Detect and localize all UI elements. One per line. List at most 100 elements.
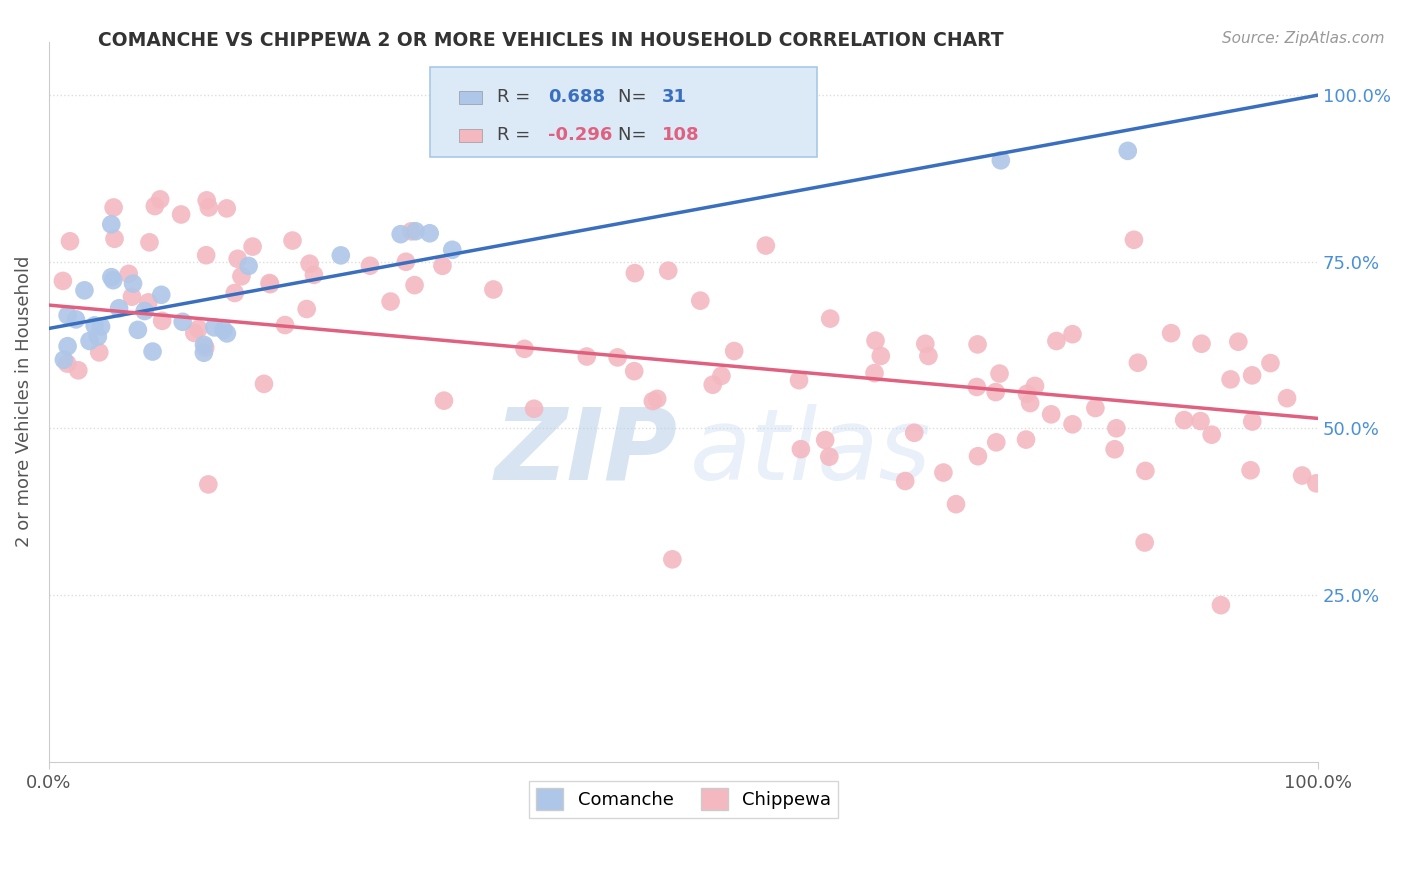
- Point: [52, 274, 75, 288]
- Text: 31: 31: [662, 88, 688, 106]
- Point: [986, 435, 1008, 450]
- Bar: [458, 128, 482, 142]
- Point: [1019, 396, 1042, 410]
- Point: [755, 238, 778, 252]
- Point: [1160, 326, 1182, 340]
- Point: [149, 192, 172, 206]
- Point: [226, 252, 249, 266]
- Point: [395, 254, 418, 268]
- Point: [1305, 476, 1327, 491]
- Point: [150, 287, 173, 301]
- Text: R =: R =: [496, 88, 536, 106]
- Point: [966, 380, 988, 394]
- Y-axis label: 2 or more Vehicles in Household: 2 or more Vehicles in Household: [15, 256, 32, 548]
- Point: [967, 449, 990, 463]
- Point: [224, 285, 246, 300]
- Point: [863, 366, 886, 380]
- Point: [1239, 463, 1261, 477]
- Point: [404, 278, 426, 293]
- Point: [990, 153, 1012, 168]
- Point: [202, 320, 225, 334]
- Point: [87, 329, 110, 343]
- Point: [380, 294, 402, 309]
- Point: [1291, 468, 1313, 483]
- Point: [623, 364, 645, 378]
- Point: [253, 376, 276, 391]
- Point: [138, 235, 160, 250]
- Point: [90, 319, 112, 334]
- Point: [103, 201, 125, 215]
- Point: [56, 357, 79, 371]
- Point: [194, 341, 217, 355]
- Point: [405, 224, 427, 238]
- Point: [513, 342, 536, 356]
- Point: [187, 322, 209, 336]
- Point: [787, 373, 810, 387]
- Point: [903, 425, 925, 440]
- Point: [914, 336, 936, 351]
- Point: [281, 234, 304, 248]
- Point: [814, 433, 837, 447]
- Point: [143, 199, 166, 213]
- Point: [419, 227, 441, 241]
- Point: [83, 318, 105, 333]
- Point: [1241, 368, 1264, 383]
- Text: atlas: atlas: [690, 404, 932, 500]
- Point: [193, 338, 215, 352]
- Point: [710, 368, 733, 383]
- Point: [641, 394, 664, 409]
- Point: [215, 202, 238, 216]
- Point: [67, 363, 90, 377]
- Point: [966, 337, 988, 351]
- Point: [242, 239, 264, 253]
- Point: [1133, 535, 1156, 549]
- Text: 108: 108: [662, 126, 700, 145]
- Point: [865, 334, 887, 348]
- Point: [1260, 356, 1282, 370]
- Point: [295, 301, 318, 316]
- Point: [723, 344, 745, 359]
- Point: [1135, 464, 1157, 478]
- Point: [1062, 327, 1084, 342]
- Point: [689, 293, 711, 308]
- Point: [988, 367, 1011, 381]
- Point: [172, 315, 194, 329]
- Point: [389, 227, 412, 242]
- Point: [73, 283, 96, 297]
- Point: [1062, 417, 1084, 432]
- Point: [575, 350, 598, 364]
- Point: [183, 326, 205, 340]
- Point: [89, 345, 111, 359]
- Point: [195, 194, 218, 208]
- Point: [661, 552, 683, 566]
- Point: [103, 232, 125, 246]
- Point: [56, 308, 79, 322]
- Point: [702, 377, 724, 392]
- Point: [657, 263, 679, 277]
- Point: [1116, 144, 1139, 158]
- Point: [103, 273, 125, 287]
- Point: [215, 326, 238, 341]
- Point: [1126, 356, 1149, 370]
- Point: [645, 392, 668, 406]
- Point: [1173, 413, 1195, 427]
- Point: [945, 497, 967, 511]
- Point: [624, 266, 647, 280]
- Point: [121, 290, 143, 304]
- Point: [1015, 433, 1038, 447]
- Point: [1227, 334, 1250, 349]
- Point: [1123, 233, 1146, 247]
- Point: [917, 349, 939, 363]
- Point: [122, 277, 145, 291]
- Text: Source: ZipAtlas.com: Source: ZipAtlas.com: [1222, 31, 1385, 46]
- Point: [238, 259, 260, 273]
- Point: [818, 450, 841, 464]
- Point: [108, 301, 131, 316]
- Point: [432, 259, 454, 273]
- Point: [441, 243, 464, 257]
- Point: [1275, 391, 1298, 405]
- Point: [433, 393, 456, 408]
- Point: [1015, 386, 1038, 401]
- Point: [1040, 407, 1063, 421]
- Point: [401, 224, 423, 238]
